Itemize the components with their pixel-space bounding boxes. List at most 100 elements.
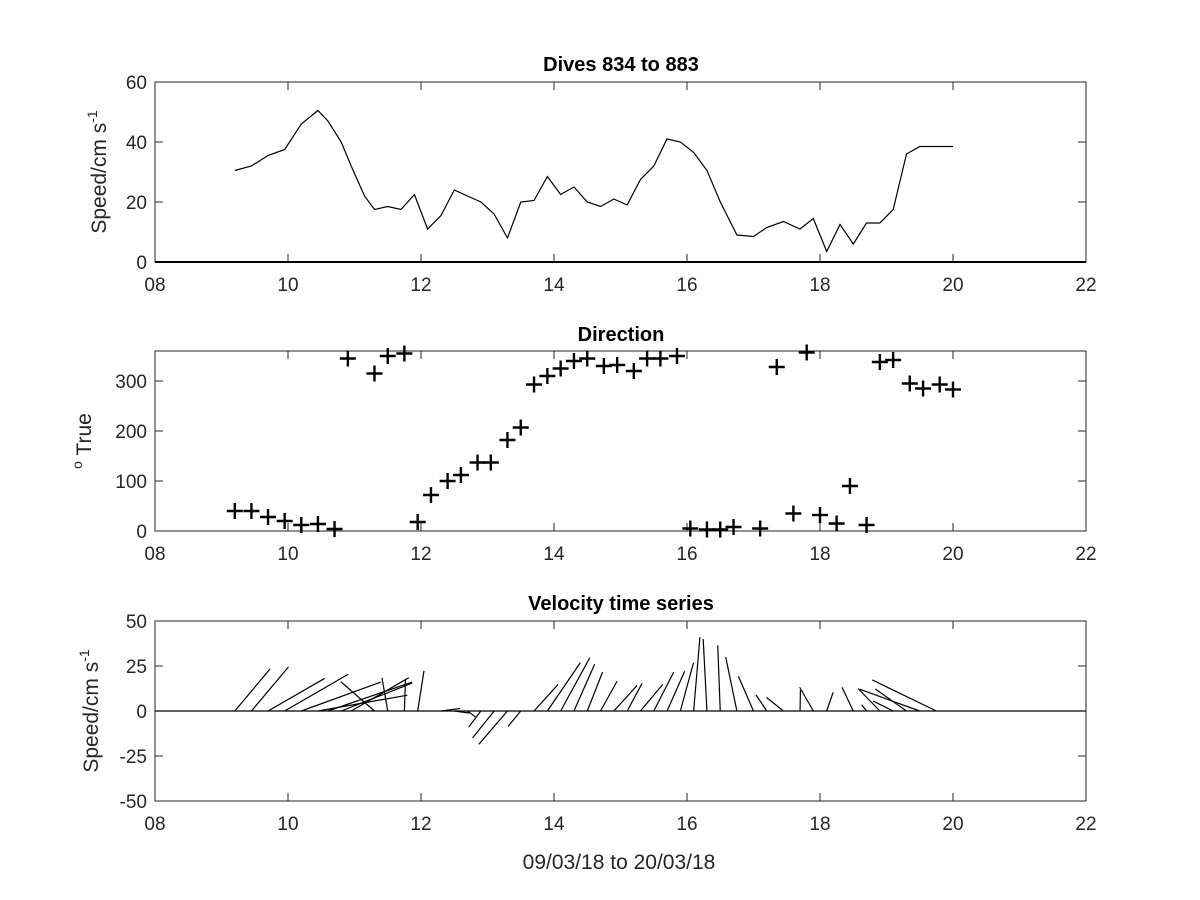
speed-x-tick-label: 20 [942,275,963,296]
direction-point-marker [366,365,383,382]
direction-y-axis-label-main: True [73,413,96,461]
direction-point-marker [422,487,439,503]
speed-x-tick-label: 22 [1075,275,1096,296]
direction-y-tick-label: 300 [115,372,147,393]
velocity-velocity-stick [679,662,695,712]
velocity-plot-area: 08 10 12 14 16 18 20 22 -50 -25 0 25 50 [120,612,1097,835]
direction-point-marker [526,376,543,393]
velocity-x-tick-label: 20 [942,814,963,835]
direction-point-marker [669,348,686,364]
velocity-y-tick-label: -25 [120,747,147,768]
direction-point-marker [931,376,948,393]
velocity-velocity-stick [586,671,604,712]
velocity-velocity-stick [626,683,643,712]
speed-y-tick-label: 40 [126,133,147,154]
speed-y-axis-label-main: Speed/cm s [88,123,111,234]
direction-point-marker [725,519,742,535]
direction-axes-box [154,350,1087,532]
velocity-x-tick-label: 22 [1075,814,1096,835]
velocity-x-tick-label: 14 [543,814,565,835]
velocity-y-axis-label: Speed/cm s-1 [76,649,103,773]
direction-point-marker [785,505,802,522]
direction-point-marker [309,516,326,532]
velocity-velocity-stick [284,673,349,712]
velocity-y-tick-label: 50 [126,612,147,633]
direction-point-marker [243,503,260,519]
speed-y-tick-label: 20 [126,193,147,214]
direction-point-marker [682,520,699,537]
velocity-velocity-stick [861,704,868,712]
velocity-y-tick-label: -50 [120,792,147,813]
direction-point-marker [858,517,875,533]
velocity-x-axis-label: 09/03/18 to 20/03/18 [523,851,716,874]
direction-x-tick-label: 22 [1075,544,1096,565]
velocity-velocity-stick [403,679,407,712]
direction-y-axis-label-sup: o [69,461,85,469]
velocity-velocity-stick [826,692,834,712]
direction-point-marker [379,348,396,364]
direction-point-marker [752,520,769,537]
direction-point-marker [828,515,845,532]
velocity-velocity-stick [613,685,638,712]
speed-x-tick-label: 18 [809,275,830,296]
direction-point-marker [293,517,310,533]
velocity-velocity-stick [340,682,413,712]
speed-y-tick-label: 0 [136,253,147,274]
direction-point-marker [812,507,828,523]
speed-x-tick-label: 08 [144,275,165,296]
velocity-velocity-stick [725,656,738,712]
velocity-velocity-stick [478,710,508,745]
speed-plot-area: 08 10 12 14 16 18 20 22 0 20 40 60 [126,73,1097,296]
speed-series-line [234,109,953,253]
direction-point-marker [885,352,902,368]
velocity-x-tick-label: 16 [676,814,697,835]
velocity-velocity-stick [454,710,470,714]
direction-point-marker [712,521,729,538]
direction-point-marker [609,357,626,373]
direction-point-marker [396,345,413,362]
direction-point-marker [798,344,815,361]
velocity-velocity-stick [693,637,701,712]
direction-x-tick-label: 12 [410,544,431,565]
velocity-velocity-stick [301,681,382,712]
velocity-chart-title: Velocity time series [528,593,714,615]
direction-x-tick-label: 18 [809,544,830,565]
velocity-velocity-stick [871,679,937,712]
direction-plot-area: 08 10 12 14 16 18 20 22 0 100 200 300 [115,344,1097,565]
velocity-velocity-stick [872,700,894,712]
velocity-velocity-stick [859,688,920,712]
direction-x-tick-label: 08 [144,544,165,565]
velocity-velocity-stick [350,677,410,712]
speed-y-tick-label: 60 [126,73,147,94]
velocity-velocity-stick [600,680,618,712]
velocity-velocity-stick [327,681,413,712]
velocity-velocity-stick [717,645,721,712]
velocity-velocity-stick [639,683,664,712]
direction-y-tick-label: 0 [136,522,147,543]
direction-chart-title: Direction [578,324,665,346]
velocity-x-tick-label: 10 [277,814,298,835]
velocity-velocity-stick [467,710,476,718]
velocity-velocity-stick [653,671,675,712]
velocity-velocity-stick [472,710,495,739]
direction-y-tick-label: 100 [115,472,147,493]
velocity-y-tick-label: 25 [126,657,147,678]
velocity-velocity-stick [573,663,596,712]
direction-point-marker [945,381,961,398]
velocity-velocity-stick [702,638,708,712]
direction-point-marker [276,513,293,529]
velocity-velocity-stick [340,681,375,712]
direction-point-marker [841,478,858,494]
velocity-velocity-stick [666,670,686,712]
velocity-panel: 08 10 12 14 16 18 20 22 -50 -25 0 25 50 Velocity tim… [76,593,1097,874]
speed-chart-title: Dives 834 to 883 [543,54,699,76]
speed-y-axis-label-sup: -1 [84,110,100,123]
velocity-velocity-stick [766,697,784,712]
velocity-velocity-stick [533,684,559,712]
velocity-velocity-stick [755,694,768,712]
velocity-velocity-stick [417,670,425,712]
direction-point-marker [482,454,499,471]
velocity-y-axis-label-main: Speed/cm s [80,662,103,773]
direction-point-marker [226,503,243,519]
